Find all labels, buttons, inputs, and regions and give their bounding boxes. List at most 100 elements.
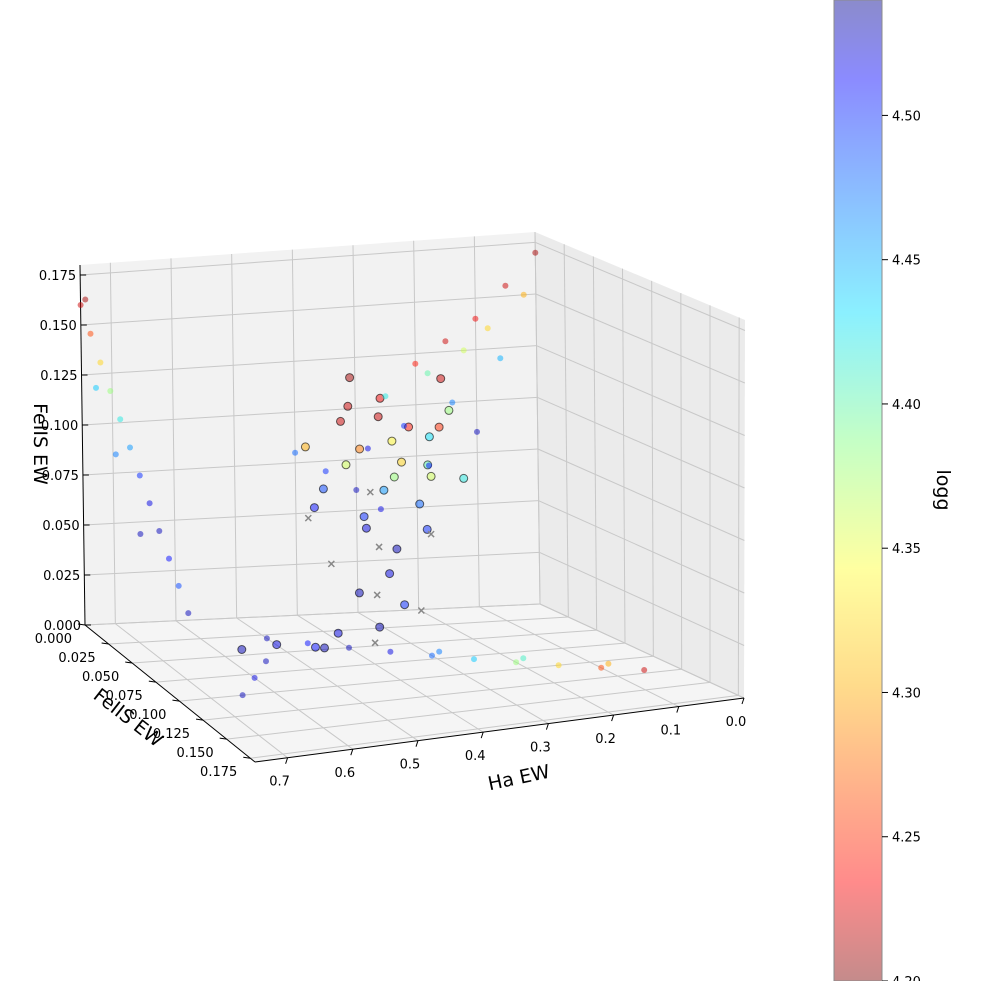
y-tick-mark (243, 756, 251, 759)
data-point (502, 282, 509, 289)
data-point-x (371, 639, 379, 647)
grid-line-z (82, 396, 538, 426)
data-point (415, 499, 425, 509)
data-point (309, 503, 319, 513)
data-point (343, 401, 353, 411)
colorbar-tick-label: 4.40 (892, 398, 921, 413)
y-tick-label: 0.100 (129, 708, 166, 723)
data-point (532, 249, 539, 256)
y-tick-label: 0.175 (200, 765, 237, 780)
data-point (375, 622, 385, 632)
x-tick-mark (480, 731, 484, 739)
x-tick-label: 0.7 (269, 775, 290, 790)
data-point (107, 388, 114, 394)
data-point-x (366, 488, 374, 496)
grid-line-z (81, 345, 537, 376)
colorbar-tick-label: 4.35 (892, 542, 921, 557)
data-point (127, 444, 133, 451)
data-point (311, 642, 320, 652)
grid-line-z (80, 241, 536, 276)
colorbar-tick-label: 4.45 (892, 254, 921, 269)
data-point (272, 640, 282, 650)
grid-line-y (132, 629, 597, 664)
data-point (387, 648, 394, 655)
data-point (237, 645, 247, 654)
colorbar-label: logg (932, 469, 954, 510)
x-tick-mark (741, 697, 745, 705)
data-point-x (327, 560, 335, 568)
data-point (239, 692, 246, 699)
grid-line-z (83, 500, 539, 526)
data-point (263, 658, 269, 665)
data-point (460, 347, 467, 354)
data-point (474, 428, 480, 435)
data-points (77, 249, 648, 699)
y-tick-label: 0.150 (176, 746, 213, 761)
colorbar: 4.20 4.25 4.30 4.35 4.40 4.45 4.50 logg (833, 0, 954, 981)
data-point (401, 422, 407, 429)
y-tick-mark (101, 642, 109, 645)
data-point (322, 468, 329, 475)
data-point (392, 544, 402, 554)
data-point (555, 662, 562, 669)
y-tick-mark (219, 737, 227, 740)
x-tick-mark (545, 723, 549, 730)
data-point (359, 512, 369, 522)
grid-line-z (84, 551, 540, 576)
y-tick-mark (148, 680, 156, 683)
grid-line-y (155, 642, 626, 683)
x-tick-labels: 0.0 0.1 0.2 0.3 0.4 0.5 0.6 0.7 (269, 697, 746, 790)
grid-line-y (203, 668, 682, 721)
grid-line-z (536, 345, 745, 436)
grid-line-z (534, 241, 746, 331)
data-point (251, 674, 258, 681)
data-point (520, 291, 527, 298)
data-point (300, 442, 310, 452)
data-point (444, 405, 454, 415)
data-point (412, 360, 419, 367)
data-point (513, 659, 520, 666)
y-tick-label: 0.000 (35, 632, 72, 647)
data-point (497, 355, 504, 362)
data-point (82, 296, 89, 303)
colorbar-tick-label: 4.50 (892, 109, 921, 124)
data-point (442, 338, 449, 345)
data-point (385, 569, 395, 579)
data-point (364, 445, 371, 452)
colorbar-ticks: 4.20 4.25 4.30 4.35 4.40 4.45 4.50 (882, 109, 921, 981)
grid-line-z (537, 448, 745, 541)
data-point (436, 374, 446, 384)
data-point (292, 449, 299, 456)
data-point (397, 457, 406, 467)
data-point (449, 399, 456, 406)
grid-line-z (82, 448, 538, 476)
colorbar-gradient (833, 0, 883, 981)
data-point (484, 325, 491, 332)
data-point (436, 648, 443, 655)
x-axis-label: Ha EW (486, 761, 552, 796)
data-point (355, 444, 365, 454)
back-pane (80, 232, 540, 625)
y-tick-mark (125, 661, 133, 664)
data-point (400, 600, 410, 610)
x-tick-label: 0.5 (400, 758, 421, 773)
data-point-x (427, 530, 435, 538)
data-point (345, 373, 355, 383)
data-point (304, 640, 311, 647)
data-point (426, 471, 436, 481)
data-point (333, 628, 343, 638)
data-point (185, 610, 192, 617)
data-point (87, 330, 94, 337)
colorbar-tick-label: 4.25 (892, 831, 921, 846)
data-point (598, 664, 605, 671)
data-point (605, 660, 612, 667)
grid-line-y (226, 681, 711, 740)
grid-lines (80, 231, 746, 759)
y-tick-mark (195, 718, 204, 721)
y-tick-label: 0.075 (106, 689, 143, 704)
data-point (93, 384, 99, 391)
data-point (434, 422, 444, 432)
x-tick-mark (676, 706, 680, 713)
data-point (117, 416, 124, 423)
data-point (353, 487, 360, 493)
